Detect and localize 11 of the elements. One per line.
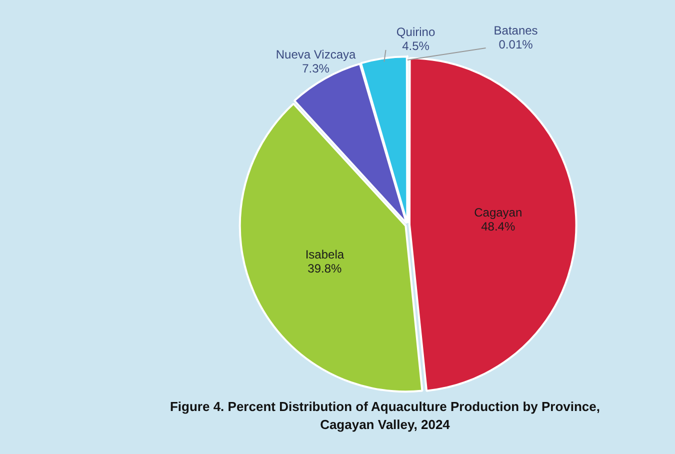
slice-label: Nueva Vizcaya <box>276 47 356 62</box>
slice-label: Batanes <box>494 23 538 38</box>
text: Figure 4. Percent Distribution of Aquaculture Production by Province, Cagayan Valley, 2024 <box>168 398 601 434</box>
data-label: 48.4% <box>481 220 516 234</box>
slice-label: Quirino <box>396 25 436 40</box>
slice-label: Isabela <box>305 247 344 262</box>
data-label: 39.8% <box>308 261 342 276</box>
data-label: 7.3% <box>302 61 330 76</box>
slice-label: Cagayan <box>474 206 522 220</box>
data-label: 0.01% <box>498 37 534 52</box>
data-label: 4.5% <box>402 39 430 54</box>
